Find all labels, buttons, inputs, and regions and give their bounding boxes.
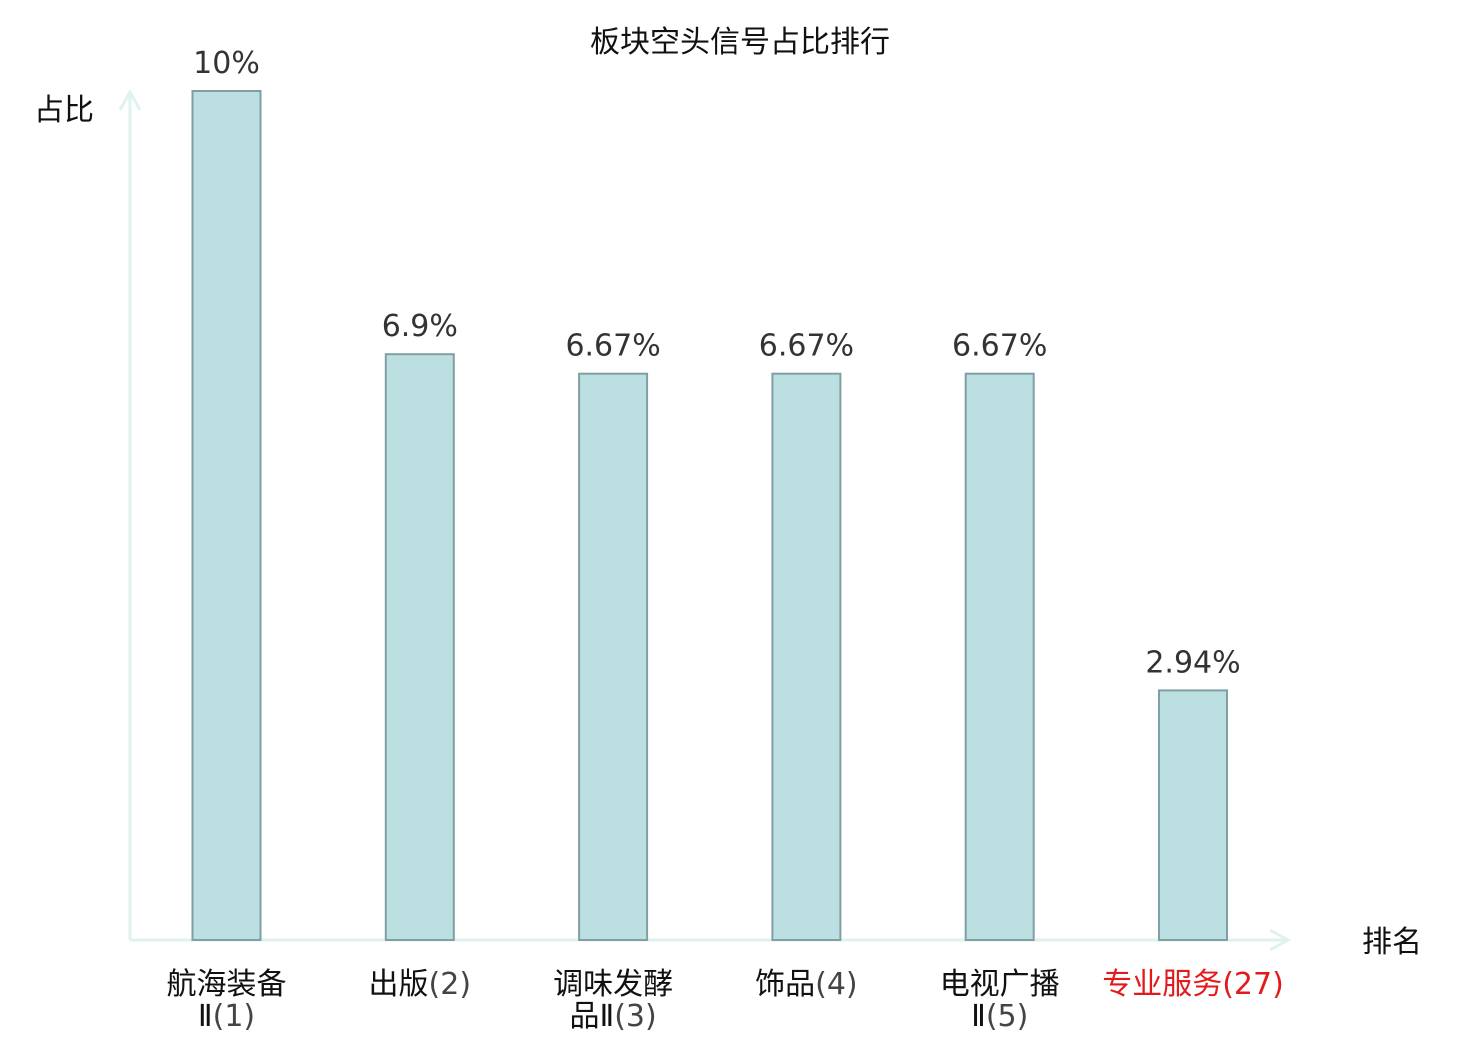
category-label: 航海装备 Ⅱ(1) [167,967,287,1034]
category-label: 电视广播 Ⅱ(5) [940,967,1060,1034]
category-name-line: 航海装备 [167,967,287,1002]
bar-value-label: 10% [193,46,260,81]
category-rank: (2) [429,967,472,1002]
category-name-line: Ⅱ [198,999,213,1034]
bar-value-label: 6.67% [759,329,854,364]
category-label: 饰品(4) [755,967,858,1002]
category-name-line: 出版 [369,967,429,1002]
bar [191,90,262,941]
category-name-line: 调味发酵 [553,967,673,1002]
bar-value-label: 6.67% [952,329,1047,364]
bar [384,353,455,941]
bar [1158,689,1228,942]
bars-group [191,90,1228,942]
bar [964,372,1035,941]
bar-value-label: 6.67% [565,329,660,364]
bar-value-label: 2.94% [1145,645,1240,680]
bar [578,372,649,941]
category-name-line: 电视广播 [940,967,1060,1002]
x-axis-label: 排名 [1362,925,1422,960]
category-name-line: 专业服务 [1102,967,1222,1002]
bar-value-label: 6.9% [382,309,458,344]
category-name-line: 饰品 [755,967,815,1002]
x-axis-arrow-icon [1269,928,1292,952]
category-rank: (4) [815,967,858,1002]
category-rank: (5) [986,999,1029,1034]
value-labels-group: 10% 6.9% 6.67% 6.67% 6.67% 2.94% [193,46,1241,680]
category-name-line: 品Ⅱ [569,999,614,1034]
category-rank: (1) [213,999,256,1034]
category-name-line: Ⅱ [971,999,986,1034]
category-rank: (27) [1222,967,1284,1002]
y-axis-label: 占比 [34,93,94,128]
bar [771,372,842,941]
category-rank: (3) [614,999,657,1034]
category-labels-group: 航海装备 Ⅱ(1)出版(2) 调味发酵品Ⅱ(3)饰品(4) 电视广播 Ⅱ(5)专业服务(… [167,967,1284,1034]
category-label: 出版(2) [369,967,472,1002]
axes [118,88,1292,952]
category-label: 调味发酵品Ⅱ(3) [553,967,673,1034]
category-label: 专业服务(27) [1102,967,1284,1002]
y-axis-arrow-icon [118,88,142,111]
chart-title: 板块空头信号占比排行 [590,25,890,60]
